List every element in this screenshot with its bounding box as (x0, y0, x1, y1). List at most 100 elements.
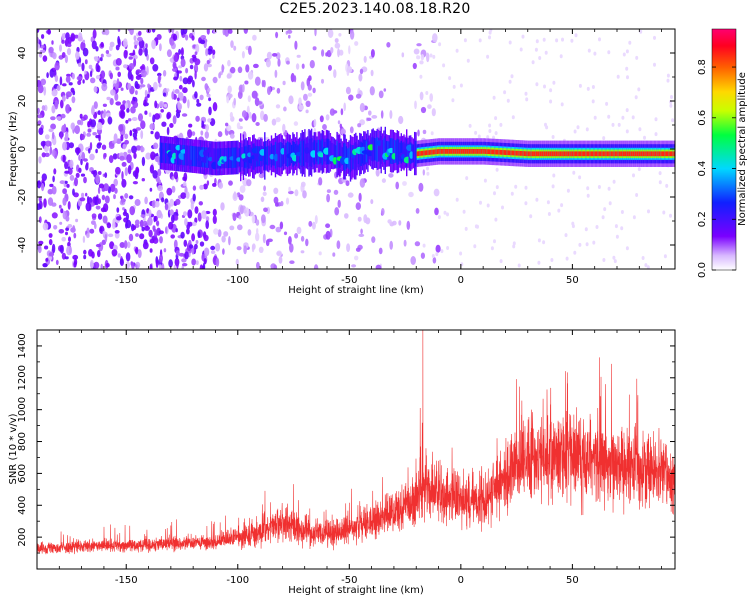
heatmap-cell (192, 193, 196, 202)
heatmap-cell (149, 263, 153, 269)
heatmap-cell (587, 48, 591, 53)
heatmap-band-cell (277, 142, 279, 168)
heatmap-band-cell (304, 147, 310, 154)
heatmap-band-cell (541, 151, 543, 157)
heatmap-band-cell (578, 151, 580, 157)
heatmap-cell (128, 233, 134, 242)
spectrogram-x-ticks: -150 -100 -50 0 50 (36, 29, 663, 286)
heatmap-cell (632, 215, 636, 220)
heatmap-cell (121, 171, 124, 181)
heatmap-cell (237, 66, 243, 74)
heatmap-cell (387, 219, 392, 224)
heatmap-cell (109, 241, 115, 250)
heatmap-cell (426, 166, 429, 171)
heatmap-cell (510, 191, 514, 196)
heatmap-cell (375, 264, 382, 269)
heatmap-cell (418, 182, 424, 192)
heatmap-cell (552, 173, 556, 178)
heatmap-cell (113, 133, 118, 143)
heatmap-cell (59, 44, 62, 52)
heatmap-cell (271, 118, 277, 126)
heatmap-cell (283, 231, 288, 236)
heatmap-cell (488, 35, 491, 40)
heatmap-band-cell (622, 151, 625, 157)
heatmap-cell (221, 65, 225, 71)
colorbar-tick-label: 0.0 (697, 262, 708, 278)
heatmap-band-cell (523, 151, 526, 156)
heatmap-cell (37, 43, 41, 51)
heatmap-cell (238, 194, 244, 201)
heatmap-cell (52, 175, 55, 183)
heatmap-band-cell (415, 140, 417, 167)
heatmap-cell (288, 236, 292, 245)
heatmap-cell (468, 123, 472, 128)
heatmap-cell (149, 187, 153, 192)
heatmap-band-cell (534, 151, 536, 157)
heatmap-cell (66, 73, 71, 77)
heatmap-cell (119, 155, 125, 161)
heatmap-cell (602, 136, 606, 141)
heatmap-band-cell (577, 151, 579, 157)
heatmap-cell (109, 41, 115, 48)
heatmap-cell (100, 53, 104, 58)
heatmap-cell (258, 172, 265, 179)
heatmap-band-cell (600, 151, 602, 157)
heatmap-cell (524, 185, 528, 190)
spectrogram-x-tick-label: -150 (115, 275, 138, 286)
heatmap-band-cell (284, 145, 286, 164)
heatmap-band-cell (340, 145, 342, 166)
heatmap-band-cell (432, 149, 435, 155)
heatmap-cell (212, 102, 218, 112)
heatmap-cell (247, 95, 251, 103)
heatmap-cell (88, 64, 93, 70)
heatmap-band-cell (264, 141, 266, 171)
heatmap-cell (171, 176, 174, 181)
heatmap-cell (435, 244, 441, 253)
heatmap-cell (148, 229, 153, 238)
colorbar-tick-label: 0.8 (697, 59, 708, 75)
heatmap-band-cell (247, 152, 252, 158)
heatmap-cell (134, 129, 138, 135)
heatmap-cell (275, 226, 282, 233)
colorbar-frame (711, 28, 737, 271)
heatmap-band-cell (551, 151, 554, 157)
heatmap-cell (263, 185, 266, 192)
heatmap-cell (45, 258, 49, 262)
heatmap-cell (88, 249, 93, 257)
heatmap-cell (388, 173, 394, 178)
heatmap-cell (146, 93, 150, 98)
heatmap-cell (625, 66, 629, 71)
heatmap-band-cell (372, 136, 374, 162)
heatmap-cell (52, 52, 57, 60)
heatmap-cell (544, 122, 547, 127)
heatmap-cell (95, 75, 101, 80)
heatmap-cell (43, 198, 47, 208)
heatmap-band-cell (344, 143, 346, 171)
heatmap-cell (85, 202, 92, 212)
heatmap-cell (561, 37, 564, 42)
heatmap-cell (512, 244, 516, 249)
heatmap-cell (114, 187, 118, 194)
heatmap-cell (477, 134, 481, 139)
heatmap-cell (86, 132, 92, 137)
heatmap-band-cell (505, 150, 507, 155)
heatmap-cell (243, 29, 248, 34)
heatmap-cell (236, 246, 242, 251)
heatmap-cell (48, 252, 55, 257)
heatmap-band-cell (482, 149, 484, 154)
heatmap-cell (395, 181, 400, 190)
heatmap-cell (194, 58, 201, 66)
heatmap-cell (157, 168, 162, 177)
heatmap-cell (140, 130, 144, 140)
heatmap-cell (212, 215, 217, 225)
heatmap-band-cell (521, 151, 523, 156)
heatmap-cell (585, 127, 589, 132)
heatmap-cell (494, 131, 498, 136)
heatmap-cell (654, 132, 658, 137)
heatmap-cell (230, 66, 236, 74)
heatmap-cell (585, 242, 589, 247)
heatmap-cell (41, 183, 45, 192)
heatmap-band-cell (217, 148, 219, 169)
heatmap-cell (666, 78, 670, 83)
heatmap-cell (83, 176, 87, 184)
